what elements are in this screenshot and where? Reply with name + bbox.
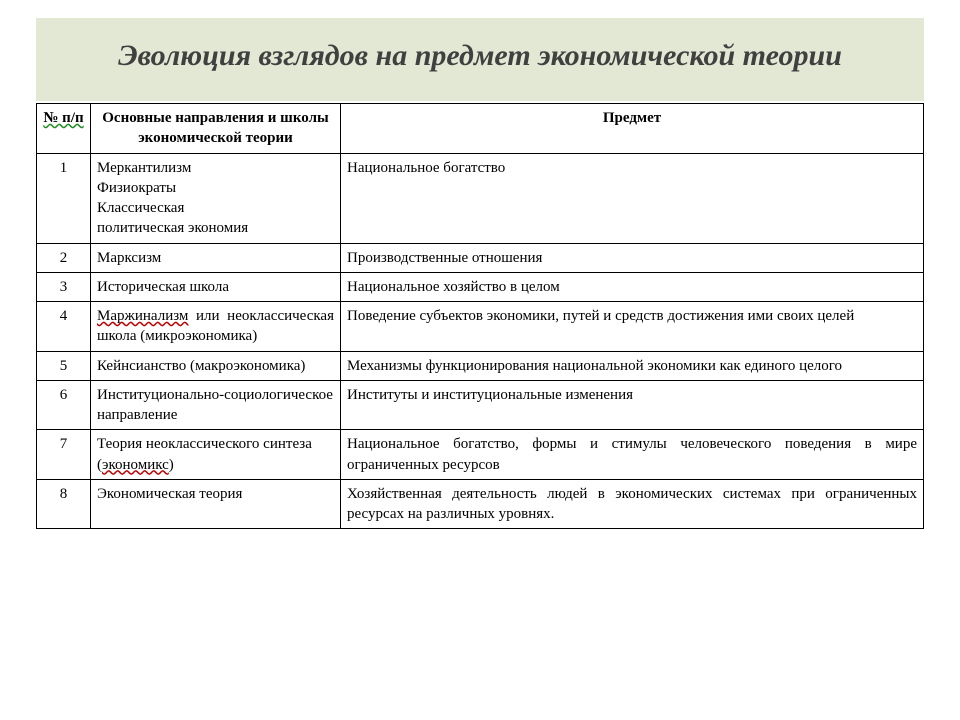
col-header-number: № п/п: [37, 104, 91, 154]
row-number: 2: [37, 243, 91, 272]
table-row: 1МеркантилизмФизиократыКлассическаяполит…: [37, 153, 924, 243]
table-row: 6Институционально-социологическое направ…: [37, 380, 924, 430]
row-number: 5: [37, 351, 91, 380]
subject-cell: Механизмы функционирования национальной …: [341, 351, 924, 380]
slide: Эволюция взглядов на предмет экономическ…: [0, 0, 960, 720]
row-number: 3: [37, 272, 91, 301]
table-row: 7Теория неоклассического синтеза (эконом…: [37, 430, 924, 480]
col-header-school: Основные направления и школы экономическ…: [91, 104, 341, 154]
school-cell: МеркантилизмФизиократыКлассическаяполити…: [91, 153, 341, 243]
school-cell: Теория неоклассического синтеза (экономи…: [91, 430, 341, 480]
row-number: 8: [37, 479, 91, 529]
subject-cell: Производственные отношения: [341, 243, 924, 272]
subject-cell: Национальное хозяйство в целом: [341, 272, 924, 301]
school-cell: Институционально-социологическое направл…: [91, 380, 341, 430]
school-cell: Марксизм: [91, 243, 341, 272]
row-number: 4: [37, 302, 91, 352]
schools-table: № п/п Основные направления и школы эконо…: [36, 103, 924, 529]
table-row: 3Историческая школаНациональное хозяйств…: [37, 272, 924, 301]
row-number: 6: [37, 380, 91, 430]
subject-cell: Хозяйственная деятельность людей в эконо…: [341, 479, 924, 529]
row-number: 7: [37, 430, 91, 480]
col-header-subject: Предмет: [341, 104, 924, 154]
subject-cell: Поведение субъектов экономики, путей и с…: [341, 302, 924, 352]
subject-cell: Национальное богатство, формы и стимулы …: [341, 430, 924, 480]
table-header-row: № п/п Основные направления и школы эконо…: [37, 104, 924, 154]
table-row: 8Экономическая теорияХозяйственная деяте…: [37, 479, 924, 529]
school-cell: Историческая школа: [91, 272, 341, 301]
school-cell: Экономическая теория: [91, 479, 341, 529]
table-row: 4Маржинализм или неоклассическая школа (…: [37, 302, 924, 352]
table-row: 5Кейнсианство (макроэкономика)Механизмы …: [37, 351, 924, 380]
school-cell: Маржинализм или неоклассическая школа (м…: [91, 302, 341, 352]
school-cell: Кейнсианство (макроэкономика): [91, 351, 341, 380]
subject-cell: Институты и институциональные изменения: [341, 380, 924, 430]
row-number: 1: [37, 153, 91, 243]
table-row: 2МарксизмПроизводственные отношения: [37, 243, 924, 272]
subject-cell: Национальное богатство: [341, 153, 924, 243]
page-title: Эволюция взглядов на предмет экономическ…: [36, 18, 924, 101]
